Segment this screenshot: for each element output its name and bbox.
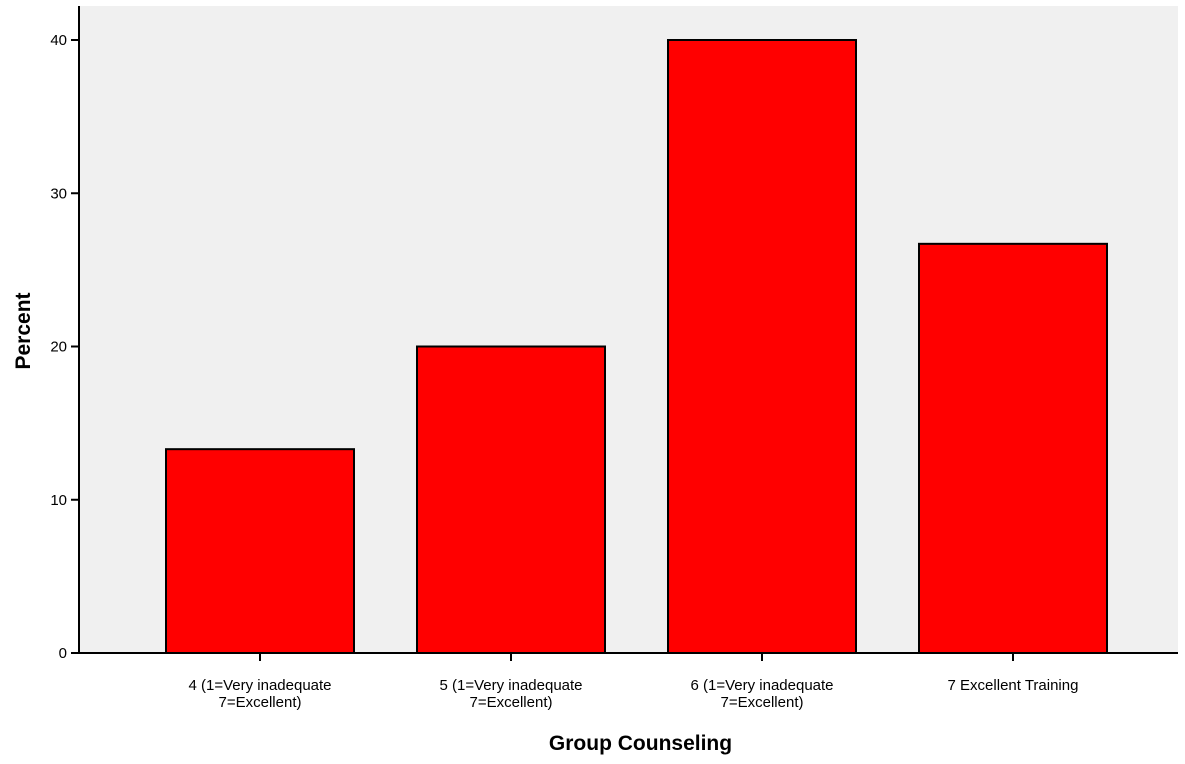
bar-4 xyxy=(918,242,1108,654)
x-tick-label-2: 5 (1=Very inadequate 7=Excellent) xyxy=(439,677,582,711)
x-tick-label-3: 6 (1=Very inadequate 7=Excellent) xyxy=(690,677,833,711)
bar-2 xyxy=(416,345,606,654)
y-tick-label-10: 10 xyxy=(50,492,67,509)
bars-group xyxy=(165,39,1108,654)
x-axis-title: Group Counseling xyxy=(549,732,732,755)
x-axis: 4 (1=Very inadequate 7=Excellent) 5 (1=Ver… xyxy=(79,652,1178,711)
bar-3 xyxy=(667,39,857,654)
y-tick-label-20: 20 xyxy=(50,339,67,356)
x-tick-label-1: 4 (1=Very inadequate 7=Excellent) xyxy=(188,677,331,711)
y-axis: 0 10 20 30 40 xyxy=(50,6,80,662)
y-tick-label-40: 40 xyxy=(50,32,67,49)
y-tick-label-30: 30 xyxy=(50,185,67,202)
y-tick-label-0: 0 xyxy=(59,645,67,662)
y-axis-title: Percent xyxy=(12,292,35,369)
bar-1 xyxy=(165,448,355,654)
x-tick-label-4: 7 Excellent Training xyxy=(948,677,1079,694)
